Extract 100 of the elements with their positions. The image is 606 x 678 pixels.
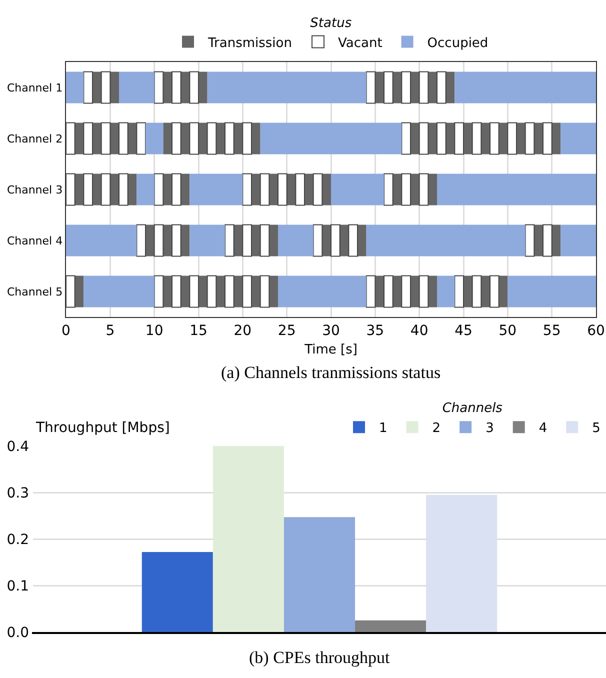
bar [418, 71, 429, 104]
bar [428, 72, 437, 104]
bar [384, 71, 394, 104]
bar [252, 174, 260, 206]
bar [163, 174, 172, 206]
bar [146, 122, 164, 154]
bar [490, 275, 500, 308]
bar [118, 173, 128, 206]
bar [436, 122, 446, 155]
bar [216, 122, 225, 154]
text: (b) CPEs throughput [249, 648, 390, 667]
bar [92, 122, 102, 154]
bar [172, 173, 182, 206]
bar [190, 174, 243, 206]
bar [260, 122, 402, 154]
bar [242, 173, 252, 206]
bar [172, 224, 182, 257]
bar [410, 122, 420, 154]
bar [524, 224, 535, 257]
bar [498, 276, 508, 308]
legend-label: Occupied [427, 36, 488, 51]
x-tick-label: 0 [62, 323, 70, 339]
bar [410, 276, 420, 308]
bar [252, 224, 260, 256]
x-tick-label: 30 [322, 323, 340, 339]
bar [366, 71, 376, 104]
bar [180, 174, 190, 206]
bar [110, 174, 119, 206]
bar [454, 122, 464, 155]
bar [366, 224, 526, 256]
bar [154, 275, 164, 308]
bar [322, 174, 331, 206]
bar [330, 224, 340, 257]
bar [464, 276, 472, 308]
bar [428, 174, 437, 206]
x-tick-label: 60 [587, 323, 605, 339]
bar [252, 276, 260, 308]
bar [83, 173, 93, 206]
bar [410, 174, 420, 206]
bar [542, 122, 552, 155]
text: (a) Channels tranmissions status [221, 363, 441, 382]
bar [384, 275, 394, 308]
y-tick-label: Channel 3 [6, 183, 63, 196]
bar [401, 173, 411, 206]
bar [384, 173, 394, 206]
bar [534, 122, 543, 154]
bar [437, 174, 596, 206]
bar [206, 122, 217, 155]
bar [66, 122, 76, 155]
bar [552, 224, 561, 256]
bar [375, 276, 384, 308]
bar [418, 122, 429, 155]
bar [189, 122, 199, 155]
y-tick-label: Channel 2 [6, 132, 63, 146]
bar [190, 224, 225, 256]
bar [507, 122, 517, 155]
bar [242, 275, 252, 308]
bar [481, 276, 490, 308]
bar [428, 122, 437, 154]
bar [154, 71, 164, 104]
y-tick-label: Channel 1 [6, 81, 63, 94]
bar [198, 276, 208, 308]
legend-label: 3 [486, 421, 494, 436]
bar [524, 122, 535, 155]
bar [206, 275, 217, 308]
bar [252, 122, 260, 154]
bar [401, 122, 411, 155]
bar [163, 122, 172, 154]
x-tick-label: 35 [366, 323, 384, 339]
bar [516, 122, 526, 154]
bar [189, 275, 199, 308]
bar [418, 275, 429, 308]
y-tick-label: 0.0 [6, 624, 29, 641]
bar [437, 276, 455, 308]
bar [534, 224, 543, 256]
bar [260, 173, 270, 206]
bar [426, 494, 498, 632]
bar [163, 72, 172, 104]
bar [66, 72, 84, 104]
bar [454, 275, 464, 308]
bar [154, 224, 164, 257]
x-tick-label: 10 [145, 323, 164, 339]
bar [542, 224, 552, 257]
legend-label: 4 [538, 421, 548, 436]
x-tick-label: 40 [410, 323, 428, 339]
x-tick-label: 45 [454, 323, 472, 339]
y-axis-title: Throughput [Mbps] [35, 420, 170, 436]
bar [146, 224, 154, 256]
y-tick-label: Channel 4 [6, 234, 63, 248]
bar [66, 224, 137, 256]
bar [83, 71, 93, 104]
bar [216, 276, 225, 308]
bar [92, 174, 102, 206]
bar [418, 173, 429, 206]
legend-label: Transmission [207, 36, 292, 51]
bar [472, 275, 482, 308]
y-tick-label: 0.2 [6, 532, 29, 548]
bar [508, 276, 596, 308]
bar [284, 517, 356, 632]
legend-title: Channels [442, 401, 503, 416]
